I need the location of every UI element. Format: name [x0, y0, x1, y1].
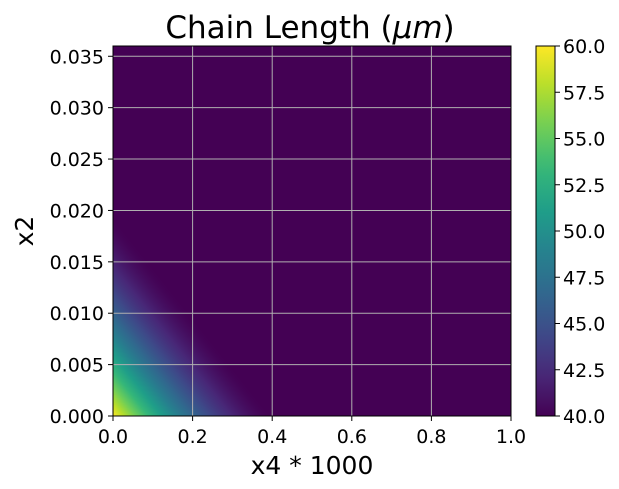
x-tick-label: 0.2 — [177, 426, 207, 448]
y-tick-label: 0.025 — [50, 149, 104, 171]
y-axis-ticks: 0.000 0.005 0.010 0.015 0.020 0.025 0.030 0.035 — [50, 46, 113, 428]
x-axis-ticks: 0.0 0.2 0.4 0.6 0.8 1.0 — [98, 416, 526, 448]
y-tick-label: 0.000 — [50, 406, 104, 428]
colorbar-tick-label: 57.5 — [563, 82, 605, 104]
colorbar-ticks: 40.0 42.5 45.0 47.5 50.0 52.5 55.0 57.5 60.0 — [555, 36, 605, 428]
colorbar-tick-label: 45.0 — [563, 314, 605, 336]
colorbar-tick-label: 42.5 — [563, 360, 605, 382]
x-tick-label: 1.0 — [496, 426, 526, 448]
y-tick-label: 0.005 — [50, 355, 104, 377]
colorbar-tick-label: 47.5 — [563, 267, 605, 289]
y-tick-label: 0.035 — [50, 46, 104, 68]
colorbar-tick-label: 55.0 — [563, 129, 605, 151]
y-tick-label: 0.010 — [50, 303, 104, 325]
colorbar-tick-label: 60.0 — [563, 36, 605, 58]
chart-title: Chain Length (μm) — [165, 10, 454, 46]
y-axis-label: x2 — [10, 216, 39, 247]
y-tick-label: 0.020 — [50, 200, 104, 222]
colorbar-tick-label: 52.5 — [563, 175, 605, 197]
colorbar-tick-label: 50.0 — [563, 221, 605, 243]
x-tick-label: 0.8 — [416, 426, 446, 448]
x-tick-label: 0.0 — [98, 426, 128, 448]
colorbar: 40.0 42.5 45.0 47.5 50.0 52.5 55.0 57.5 60.0 — [535, 36, 605, 428]
heatmap-field — [113, 46, 511, 416]
y-tick-label: 0.015 — [50, 252, 104, 274]
colorbar-gradient — [536, 46, 555, 416]
x-axis-label: x4 * 1000 — [251, 451, 374, 480]
x-tick-label: 0.4 — [257, 426, 287, 448]
x-tick-label: 0.6 — [337, 426, 367, 448]
plot-frame — [112, 45, 512, 417]
heatmap-plot-area — [112, 45, 512, 417]
colorbar-tick-label: 40.0 — [563, 406, 605, 428]
y-tick-label: 0.030 — [50, 98, 104, 120]
